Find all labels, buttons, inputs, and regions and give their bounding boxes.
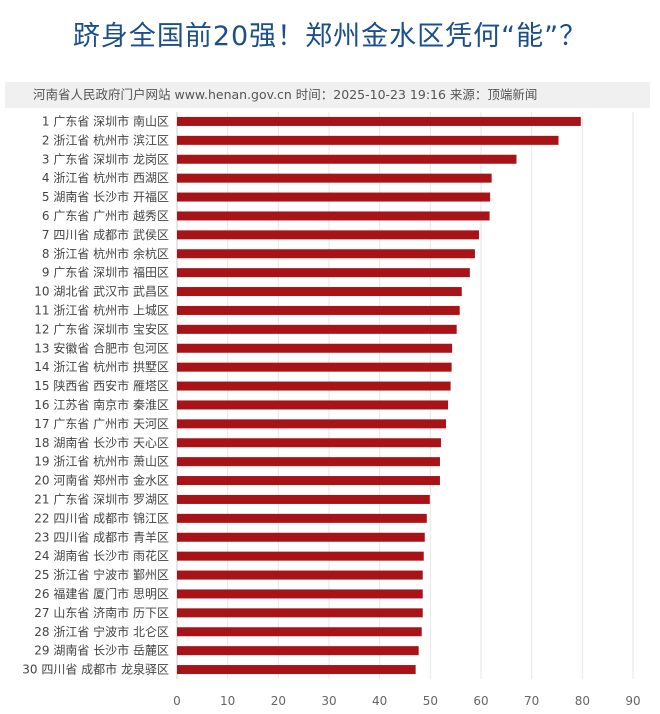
category-label: 11 浙江省 杭州市 上城区 bbox=[34, 302, 169, 317]
bar bbox=[177, 627, 422, 637]
bar bbox=[177, 362, 452, 372]
bar bbox=[177, 532, 425, 542]
bar bbox=[177, 476, 440, 486]
category-label: 29 湖南省 长沙市 岳麓区 bbox=[34, 643, 169, 658]
bar bbox=[177, 494, 430, 504]
category-label: 17 广东省 广州市 天河区 bbox=[34, 416, 169, 431]
category-label: 4 浙江省 杭州市 西湖区 bbox=[42, 170, 169, 185]
bar bbox=[177, 551, 424, 561]
x-tick-label: 90 bbox=[625, 694, 640, 708]
x-tick-label: 10 bbox=[220, 694, 235, 708]
bar-chart: 0 10 20 30 40 50 60 70 80 90 1 广东省 深圳市 南山区 2 浙江省 杭州… bbox=[22, 112, 641, 708]
category-label: 9 广东省 深圳市 福田区 bbox=[42, 265, 169, 280]
source-line: 河南省人民政府门户网站 www.henan.gov.cn 时间：2025-10-… bbox=[5, 82, 650, 108]
category-label: 28 浙江省 宁波市 北仑区 bbox=[34, 624, 169, 639]
category-label: 14 浙江省 杭州市 拱墅区 bbox=[34, 359, 169, 374]
category-label: 24 湖南省 长沙市 雨花区 bbox=[34, 548, 169, 563]
bar bbox=[177, 230, 479, 240]
category-label: 21 广东省 深圳市 罗湖区 bbox=[34, 491, 169, 506]
category-label: 26 福建省 厦门市 思明区 bbox=[34, 586, 169, 601]
bar bbox=[177, 268, 470, 278]
bar bbox=[177, 116, 581, 126]
bar bbox=[177, 135, 559, 145]
category-label: 22 四川省 成都市 锦江区 bbox=[34, 510, 169, 525]
bar bbox=[177, 249, 475, 259]
category-label: 18 湖南省 长沙市 天心区 bbox=[34, 435, 169, 450]
x-tick-label: 30 bbox=[321, 694, 336, 708]
page-title: 跻身全国前20强！郑州金水区凭何“能”？ bbox=[72, 21, 588, 52]
category-label: 30 四川省 成都市 龙泉驿区 bbox=[22, 662, 169, 677]
bar bbox=[177, 646, 419, 656]
bar bbox=[177, 381, 451, 391]
x-tick-label: 60 bbox=[473, 694, 488, 708]
category-label: 2 浙江省 杭州市 滨江区 bbox=[42, 132, 169, 147]
bar bbox=[177, 513, 427, 523]
x-tick-label: 50 bbox=[423, 694, 438, 708]
category-label: 12 广东省 深圳市 宝安区 bbox=[34, 321, 169, 336]
category-label: 1 广东省 深圳市 南山区 bbox=[42, 113, 169, 128]
category-label: 8 浙江省 杭州市 余杭区 bbox=[42, 246, 169, 261]
bar bbox=[177, 665, 416, 675]
category-label: 5 湖南省 长沙市 开福区 bbox=[42, 189, 169, 204]
bar bbox=[177, 324, 457, 334]
bar bbox=[177, 589, 423, 599]
category-label: 23 四川省 成都市 青羊区 bbox=[34, 529, 169, 544]
bar bbox=[177, 192, 491, 202]
bar bbox=[177, 570, 423, 580]
category-label: 3 广东省 深圳市 龙岗区 bbox=[42, 151, 169, 166]
bar bbox=[177, 419, 447, 429]
category-label: 10 湖北省 武汉市 武昌区 bbox=[34, 284, 169, 299]
bar bbox=[177, 608, 423, 618]
bar bbox=[177, 173, 492, 183]
x-tick-label: 80 bbox=[575, 694, 590, 708]
category-label: 20 河南省 郑州市 金水区 bbox=[34, 473, 169, 488]
category-label: 16 江苏省 南京市 秦淮区 bbox=[34, 397, 169, 412]
bar bbox=[177, 457, 440, 467]
category-label: 13 安徽省 合肥市 包河区 bbox=[34, 340, 169, 355]
x-tick-label: 40 bbox=[372, 694, 387, 708]
bar bbox=[177, 343, 453, 353]
bar bbox=[177, 154, 517, 164]
category-label: 7 四川省 成都市 武侯区 bbox=[42, 227, 169, 242]
category-label: 15 陕西省 西安市 雁塔区 bbox=[34, 378, 169, 393]
x-tick-label: 20 bbox=[271, 694, 286, 708]
bar bbox=[177, 305, 460, 315]
x-tick-label: 0 bbox=[173, 694, 181, 708]
x-tick-label: 70 bbox=[524, 694, 539, 708]
category-label: 27 山东省 济南市 历下区 bbox=[34, 605, 169, 620]
category-label: 25 浙江省 宁波市 鄞州区 bbox=[34, 567, 169, 582]
bar bbox=[177, 438, 441, 448]
category-label: 6 广东省 广州市 越秀区 bbox=[42, 208, 169, 223]
category-label: 19 浙江省 杭州市 萧山区 bbox=[34, 454, 169, 469]
bar bbox=[177, 211, 490, 221]
bar bbox=[177, 287, 462, 297]
bar bbox=[177, 400, 449, 410]
